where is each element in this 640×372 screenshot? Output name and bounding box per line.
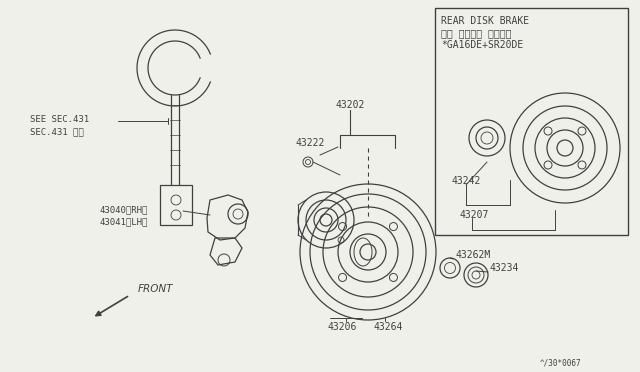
Text: 43262M: 43262M xyxy=(455,250,490,260)
Text: FRONT: FRONT xyxy=(138,284,173,294)
Bar xyxy=(435,8,628,235)
Text: REAR DISK BRAKE: REAR DISK BRAKE xyxy=(441,16,529,26)
Text: 43207: 43207 xyxy=(460,210,490,220)
Text: 43222: 43222 xyxy=(295,138,324,148)
Text: 43242: 43242 xyxy=(452,176,481,186)
Text: 43040（RH）: 43040（RH） xyxy=(100,205,148,214)
Text: リヤ ディスク ブレーキ: リヤ ディスク ブレーキ xyxy=(441,28,511,38)
Text: ^/30*0067: ^/30*0067 xyxy=(540,358,582,367)
Text: *GA16DE+SR20DE: *GA16DE+SR20DE xyxy=(441,40,524,50)
Text: 43206: 43206 xyxy=(328,322,357,332)
Text: SEE SEC.431: SEE SEC.431 xyxy=(30,115,89,124)
Text: 43264: 43264 xyxy=(374,322,403,332)
Text: SEC.431 参照: SEC.431 参照 xyxy=(30,127,84,136)
Text: 43202: 43202 xyxy=(335,100,364,110)
Text: 43041（LH）: 43041（LH） xyxy=(100,217,148,226)
Text: 43234: 43234 xyxy=(490,263,520,273)
